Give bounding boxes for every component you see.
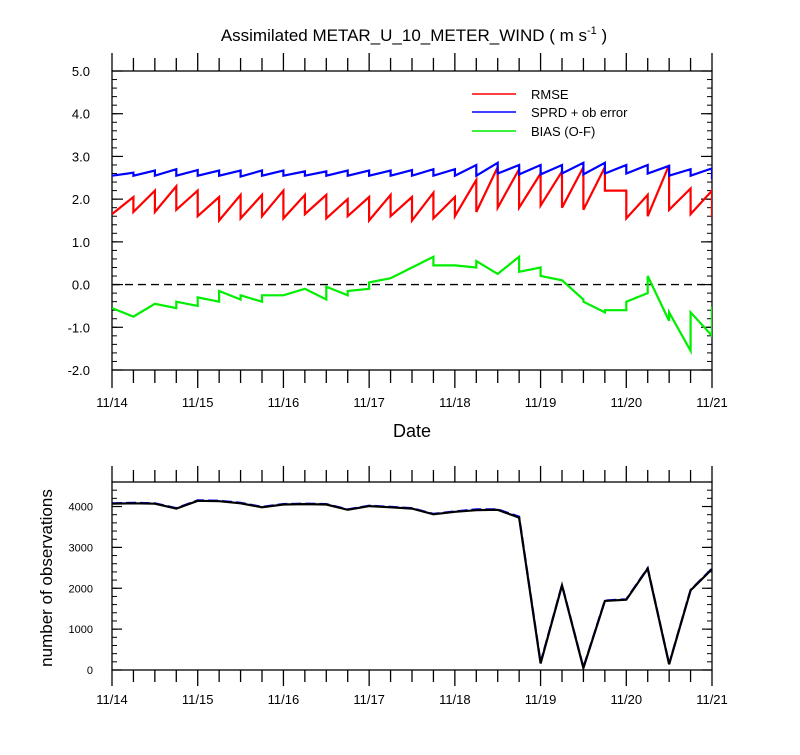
top-x-tick-label: 11/17 <box>353 395 385 410</box>
top-x-tick-label: 11/20 <box>610 395 642 410</box>
top-y-tick-label: 2.0 <box>72 192 90 207</box>
bottom-x-tick-label: 11/14 <box>96 692 128 707</box>
top-x-tick-label: 11/16 <box>268 395 300 410</box>
top-panel: -2.0 -1.0 0.0 1.0 2.0 3.0 4.0 5.0 11/14 11/15 11/1… <box>68 53 728 441</box>
bottom-y-tick-label: 4000 <box>69 502 93 514</box>
bottom-plot-frame <box>111 481 713 671</box>
bottom-x-tick-label: 11/17 <box>353 692 385 707</box>
bottom-x-tick-label: 11/21 <box>696 692 728 707</box>
top-x-tick-label: 11/14 <box>96 395 128 410</box>
bottom-x-tick-label: 11/20 <box>610 692 642 707</box>
chart-title: Assimilated METAR_U_10_METER_WIND ( m s-… <box>221 25 607 45</box>
top-x-axis-label: Date <box>393 421 431 441</box>
bottom-y-tick-label: 1000 <box>69 624 93 636</box>
bottom-x-tick-label: 11/19 <box>525 692 557 707</box>
bottom-y-tick-label: 3000 <box>69 542 93 554</box>
bottom-x-tick-label: 11/15 <box>182 692 214 707</box>
bottom-y-axis-label: number of observations <box>37 489 56 667</box>
legend-label-rmse: RMSE <box>531 87 569 102</box>
obs-possible-line <box>112 499 712 670</box>
sprd-line <box>112 160 712 180</box>
top-y-tick-label: 3.0 <box>72 149 90 164</box>
bottom-x-tick-label: 11/18 <box>439 692 471 707</box>
bottom-y-tick-label: 2000 <box>69 583 93 595</box>
top-x-tick-label: 11/18 <box>439 395 471 410</box>
legend-label-sprd: SPRD + ob error <box>531 105 628 120</box>
top-y-tick-label: 4.0 <box>72 107 90 122</box>
top-y-tick-label: 1.0 <box>72 235 90 250</box>
legend: RMSE SPRD + ob error BIAS (O-F) <box>472 87 628 139</box>
top-y-tick-label: 5.0 <box>72 64 90 79</box>
top-x-tick-label: 11/15 <box>182 395 214 410</box>
bottom-x-tick-label: 11/16 <box>268 692 300 707</box>
top-y-tick-label: -1.0 <box>68 320 90 335</box>
top-x-tick-label: 11/19 <box>525 395 557 410</box>
top-x-tick-label: 11/21 <box>696 395 728 410</box>
top-y-tick-label: -2.0 <box>68 363 90 378</box>
obs-assimilated-line <box>112 499 712 670</box>
top-y-tick-label: 0.0 <box>72 278 90 293</box>
bias-line <box>112 254 712 356</box>
bottom-panel: 0 1000 2000 3000 4000 11/14 11/15 11/16 11/17 11/… <box>37 466 728 707</box>
bottom-y-tick-label: 0 <box>87 665 93 677</box>
legend-label-bias: BIAS (O-F) <box>531 124 595 139</box>
rmse-line <box>112 164 712 224</box>
